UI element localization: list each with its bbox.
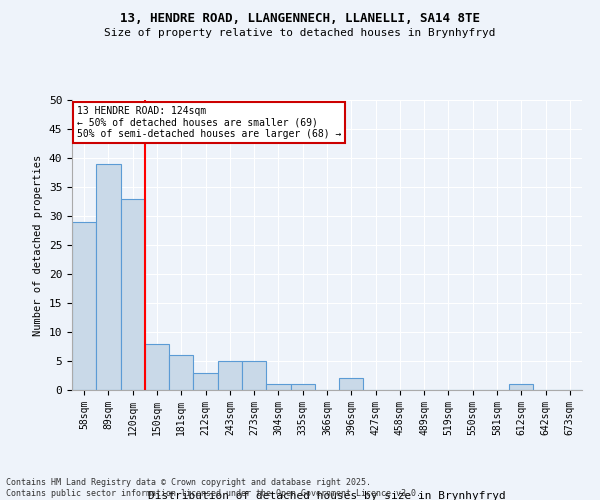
Bar bbox=[145, 344, 169, 390]
Text: 13, HENDRE ROAD, LLANGENNECH, LLANELLI, SA14 8TE: 13, HENDRE ROAD, LLANGENNECH, LLANELLI, … bbox=[120, 12, 480, 26]
Bar bbox=[96, 164, 121, 390]
Bar bbox=[121, 198, 145, 390]
Text: Contains HM Land Registry data © Crown copyright and database right 2025.
Contai: Contains HM Land Registry data © Crown c… bbox=[6, 478, 421, 498]
X-axis label: Distribution of detached houses by size in Brynhyfryd: Distribution of detached houses by size … bbox=[148, 490, 506, 500]
Bar bbox=[72, 222, 96, 390]
Bar bbox=[266, 384, 290, 390]
Bar bbox=[193, 372, 218, 390]
Text: Size of property relative to detached houses in Brynhyfryd: Size of property relative to detached ho… bbox=[104, 28, 496, 38]
Bar bbox=[242, 361, 266, 390]
Bar bbox=[169, 355, 193, 390]
Text: 13 HENDRE ROAD: 124sqm
← 50% of detached houses are smaller (69)
50% of semi-det: 13 HENDRE ROAD: 124sqm ← 50% of detached… bbox=[77, 106, 341, 139]
Bar bbox=[339, 378, 364, 390]
Bar bbox=[218, 361, 242, 390]
Bar bbox=[509, 384, 533, 390]
Y-axis label: Number of detached properties: Number of detached properties bbox=[33, 154, 43, 336]
Bar bbox=[290, 384, 315, 390]
